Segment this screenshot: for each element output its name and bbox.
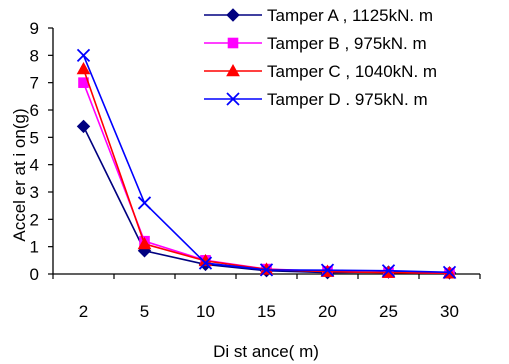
- data-point-stroke: [259, 263, 274, 277]
- data-point-stroke: [320, 263, 335, 277]
- data-point: [226, 92, 240, 106]
- data-point: [226, 63, 240, 77]
- y-tick-label: 7: [30, 74, 39, 93]
- y-axis-label: Accel er at i on(g): [10, 108, 29, 241]
- x-tick-label: 2: [79, 302, 88, 321]
- data-point-stroke: [381, 264, 396, 278]
- data-point: [226, 8, 240, 22]
- legend: Tamper A , 1125kN. m Tamper B , 975kN. m T…: [204, 6, 437, 109]
- y-tick-label: 3: [30, 183, 39, 202]
- data-point-stroke: [76, 48, 91, 62]
- data-point: [442, 265, 457, 279]
- y-tick-label: 4: [30, 156, 39, 175]
- x-tick-label: 25: [379, 302, 398, 321]
- y-tick-label: 0: [30, 265, 39, 284]
- x-tick-label: 5: [140, 302, 149, 321]
- legend-item: Tamper B , 975kN. m: [204, 34, 427, 53]
- x-tick-label: 20: [318, 302, 337, 321]
- data-point: [198, 256, 213, 270]
- data-point-stroke: [198, 256, 213, 270]
- data-point: [381, 264, 396, 278]
- data-point: [227, 37, 239, 49]
- legend-label: Tamper B , 975kN. m: [267, 34, 427, 53]
- data-point: [76, 61, 91, 75]
- y-tick-label: 5: [30, 128, 39, 147]
- y-tick-label: 1: [30, 238, 39, 257]
- legend-item: Tamper C , 1040kN. m: [204, 62, 437, 81]
- series: [76, 48, 457, 280]
- data-point-stroke: [226, 92, 240, 106]
- x-tick-label: 30: [440, 302, 459, 321]
- y-ticks: 0 1 2 3 4 5 6 7 8 9: [30, 19, 53, 284]
- legend-item: Tamper A , 1125kN. m: [204, 6, 433, 25]
- x-tick-label: 10: [196, 302, 215, 321]
- x-axis-label: Di st ance( m): [213, 342, 319, 361]
- legend-label: Tamper A , 1125kN. m: [267, 6, 433, 25]
- data-point: [137, 236, 152, 250]
- data-point: [137, 196, 152, 210]
- data-point-stroke: [137, 196, 152, 210]
- series-0: [76, 119, 457, 280]
- data-point: [259, 263, 274, 277]
- y-tick-label: 6: [30, 101, 39, 120]
- data-point: [320, 263, 335, 277]
- legend-label: Tamper C , 1040kN. m: [267, 62, 437, 81]
- y-tick-label: 2: [30, 210, 39, 229]
- y-tick-label: 9: [30, 19, 39, 38]
- x-tick-label: 15: [257, 302, 276, 321]
- series-3: [76, 48, 457, 279]
- series-line: [82, 82, 450, 274]
- data-point: [76, 48, 91, 62]
- legend-item: Tamper D . 975kN. m: [204, 90, 428, 109]
- y-tick-label: 8: [30, 46, 39, 65]
- data-point-stroke: [442, 265, 457, 279]
- x-ticks: 2 5 10 15 20 25 30: [52, 274, 481, 321]
- legend-label: Tamper D . 975kN. m: [267, 90, 428, 109]
- data-point: [76, 119, 91, 134]
